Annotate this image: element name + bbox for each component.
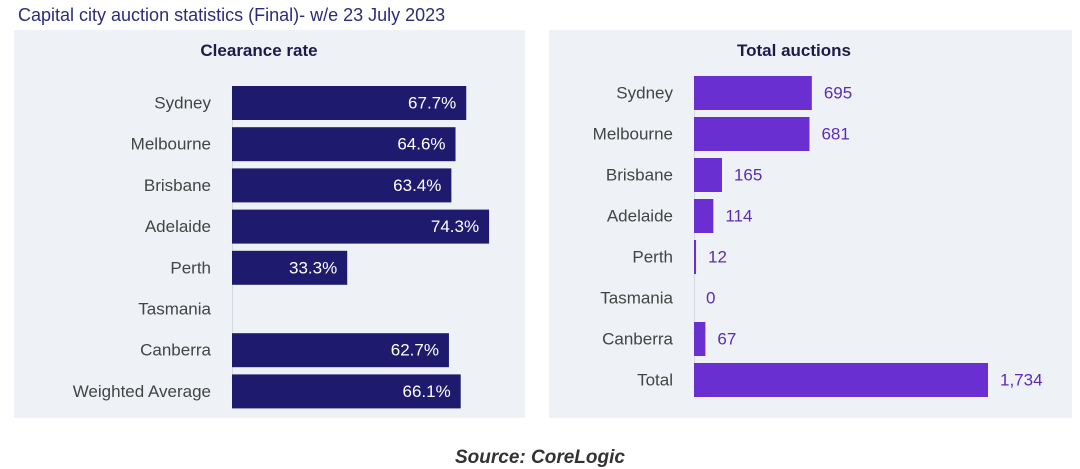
bar-perth [694,240,697,274]
category-label-canberra: Canberra [602,330,673,349]
category-label-perth: Perth [170,258,211,277]
data-label-sydney: 695 [824,84,852,103]
bar-brisbane [232,168,452,203]
category-label-brisbane: Brisbane [144,176,211,195]
category-label-tasmania: Tasmania [600,289,673,308]
category-label-adelaide: Adelaide [607,207,673,226]
bar-brisbane [694,158,722,192]
total-auctions-panel: Total auctions Sydney 695 Melbourne 681 Brisb… [549,30,1072,418]
category-label-sydney: Sydney [154,94,211,113]
chart-title: Clearance rate [200,41,317,60]
bar-perth [232,250,348,285]
bar-melbourne [694,117,810,151]
clearance-rate-panel: Clearance rate Sydney 67.7% Melbourne 64.6% B… [14,30,525,418]
category-label-total: Total [637,371,673,390]
category-label-melbourne: Melbourne [593,125,673,144]
bar-total [694,363,988,397]
category-label-perth: Perth [632,248,673,267]
bar-canberra [694,322,706,356]
data-label-canberra: 67 [717,330,736,349]
data-label-brisbane: 165 [734,166,762,185]
bar-adelaide [694,199,714,233]
category-label-tasmania: Tasmania [138,300,211,319]
category-label-sydney: Sydney [616,84,673,103]
data-label-weighted-average: 66.1% [403,382,451,401]
data-label-perth: 33.3% [289,258,337,277]
bar-melbourne [232,127,456,162]
data-label-sydney: 67.7% [408,94,456,113]
clearance-rate-chart: Clearance rate Sydney 67.7% Melbourne 64.6% B… [73,41,490,409]
data-label-adelaide: 74.3% [431,217,479,236]
category-label-brisbane: Brisbane [606,166,673,185]
bar-sydney [694,76,812,110]
data-label-melbourne: 681 [821,125,849,144]
category-label-weighted-average: Weighted Average [73,382,211,401]
page-title: Capital city auction statistics (Final)-… [18,5,446,25]
data-label-brisbane: 63.4% [393,176,441,195]
chart-title: Total auctions [737,41,851,60]
category-label-adelaide: Adelaide [145,217,211,236]
data-label-adelaide: 114 [725,207,752,226]
data-label-tasmania: 0 [706,289,715,308]
data-label-canberra: 62.7% [391,341,439,360]
data-label-total: 1,734 [1000,371,1043,390]
bar-sydney [232,86,467,120]
category-label-canberra: Canberra [140,341,211,360]
bar-adelaide [232,209,490,244]
bar-weighted-average [232,374,461,409]
source-caption: Source: CoreLogic [455,447,625,468]
bar-canberra [232,333,449,368]
category-label-melbourne: Melbourne [131,135,211,154]
total-auctions-chart: Total auctions Sydney 695 Melbourne 681 Brisb… [593,41,1043,397]
data-label-perth: 12 [708,248,727,267]
data-label-melbourne: 64.6% [397,135,445,154]
